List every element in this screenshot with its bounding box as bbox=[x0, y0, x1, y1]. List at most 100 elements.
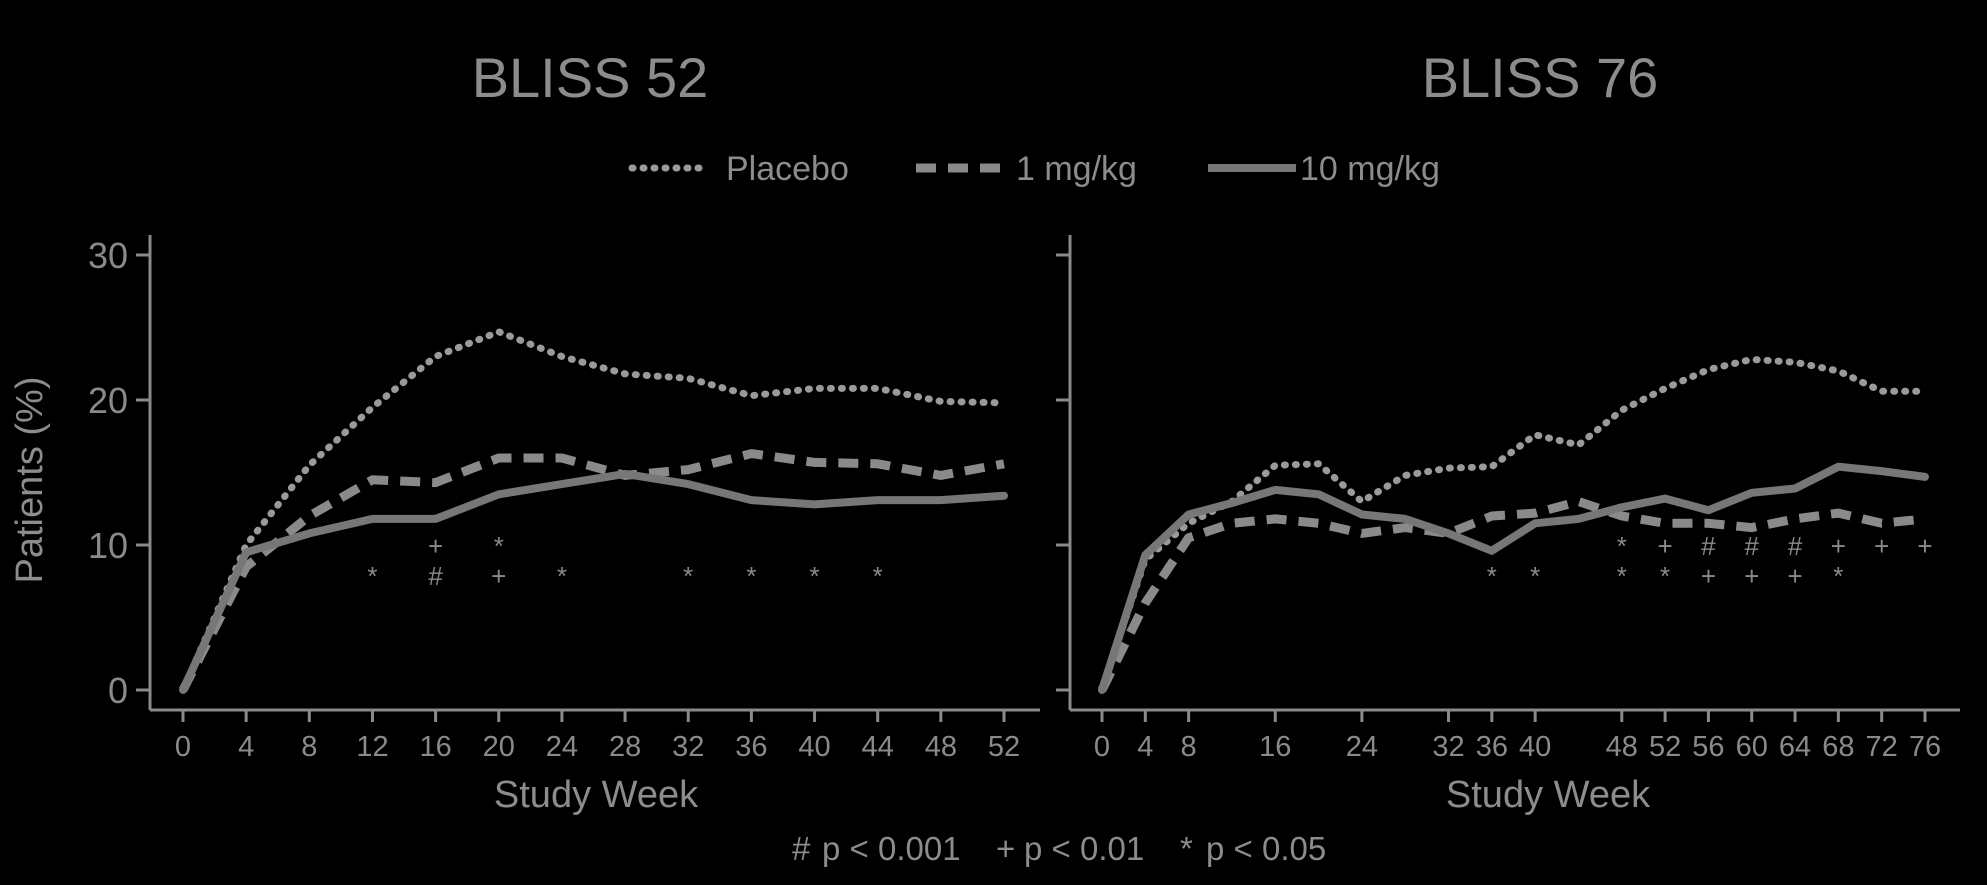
series-line-dose1 bbox=[1097, 497, 1926, 693]
data-point-dose10 bbox=[688, 484, 689, 485]
data-point-placebo bbox=[1795, 362, 1796, 363]
data-point-placebo bbox=[561, 356, 562, 357]
data-point-dose1 bbox=[814, 462, 815, 463]
data-point-dose1 bbox=[1491, 516, 1492, 517]
data-point-dose10 bbox=[1881, 471, 1882, 472]
significance-marker: + bbox=[1874, 531, 1889, 561]
data-point-dose10 bbox=[1448, 533, 1449, 534]
x-tick-label: 36 bbox=[735, 731, 767, 763]
significance-marker: # bbox=[1745, 531, 1760, 561]
x-tick-label: 48 bbox=[1606, 731, 1638, 763]
series-line-placebo bbox=[179, 328, 1008, 694]
data-point-placebo bbox=[1318, 463, 1319, 464]
legend-label-10mg: 10 mg/kg bbox=[1300, 150, 1440, 188]
data-point-placebo bbox=[309, 465, 310, 466]
data-point-dose10 bbox=[814, 504, 815, 505]
data-point-placebo bbox=[1751, 359, 1752, 360]
x-tick-label: 60 bbox=[1736, 731, 1768, 763]
significance-marker: * bbox=[494, 531, 504, 561]
data-point-dose10 bbox=[1708, 510, 1709, 511]
data-point-placebo bbox=[751, 395, 752, 396]
data-point-dose1 bbox=[1795, 518, 1796, 519]
data-point-dose1 bbox=[435, 482, 436, 483]
data-point-dose10 bbox=[183, 690, 184, 691]
data-point-placebo bbox=[372, 407, 373, 408]
significance-marker: + bbox=[1744, 561, 1759, 591]
data-point-dose10 bbox=[1925, 476, 1926, 477]
data-point-dose10 bbox=[1361, 514, 1362, 515]
data-point-dose1 bbox=[1881, 523, 1882, 524]
data-point-dose1 bbox=[877, 463, 878, 464]
data-point-dose1 bbox=[561, 458, 562, 459]
data-point-placebo bbox=[1578, 444, 1579, 445]
data-point-dose10 bbox=[1145, 555, 1146, 556]
data-point-placebo bbox=[1925, 391, 1926, 392]
significance-marker: + bbox=[428, 531, 443, 561]
footnote-text-star: p < 0.05 bbox=[1206, 830, 1326, 867]
significance-marker: * bbox=[367, 561, 377, 591]
data-point-dose10 bbox=[1102, 690, 1103, 691]
footnote-symbol-plus: + bbox=[996, 830, 1015, 867]
significance-marker: * bbox=[1617, 561, 1627, 591]
significance-marker: + bbox=[1917, 531, 1932, 561]
y-tick-label: 10 bbox=[88, 525, 128, 566]
data-point-dose10 bbox=[1405, 518, 1406, 519]
data-point-placebo bbox=[1361, 501, 1362, 502]
data-point-dose10 bbox=[1578, 518, 1579, 519]
x-tick-label: 44 bbox=[862, 731, 894, 763]
x-tick-label: 52 bbox=[1649, 731, 1681, 763]
footnote-text-plus: p < 0.01 bbox=[1024, 830, 1144, 867]
data-point-placebo bbox=[1881, 391, 1882, 392]
data-point-dose10 bbox=[246, 552, 247, 553]
significance-marker: * bbox=[1660, 561, 1670, 591]
legend: Placebo 1 mg/kg 10 mg/kg bbox=[628, 150, 1440, 188]
data-point-dose1 bbox=[1004, 463, 1005, 464]
x-tick-label: 64 bbox=[1779, 731, 1811, 763]
x-tick-label: 24 bbox=[1346, 731, 1378, 763]
data-point-dose1 bbox=[1578, 501, 1579, 502]
x-tick-label: 40 bbox=[798, 731, 830, 763]
x-axis-label-left: Study Week bbox=[494, 774, 699, 816]
footnote-symbol-hash: # bbox=[792, 830, 811, 867]
x-tick-label: 36 bbox=[1476, 731, 1508, 763]
significance-marker: + bbox=[491, 561, 506, 591]
significance-marker: # bbox=[1788, 531, 1803, 561]
data-point-dose10 bbox=[1535, 523, 1536, 524]
data-point-placebo bbox=[877, 388, 878, 389]
data-point-placebo bbox=[498, 331, 499, 332]
x-tick-label: 32 bbox=[1432, 731, 1464, 763]
data-point-dose1 bbox=[1275, 518, 1276, 519]
data-point-placebo bbox=[1491, 466, 1492, 467]
data-point-dose1 bbox=[1838, 513, 1839, 514]
significance-marker: * bbox=[557, 561, 567, 591]
significance-marker: * bbox=[1617, 531, 1627, 561]
data-point-placebo bbox=[688, 378, 689, 379]
significance-marker: + bbox=[1787, 561, 1802, 591]
data-point-dose1 bbox=[1751, 527, 1752, 528]
data-point-dose1 bbox=[1621, 516, 1622, 517]
data-point-dose1 bbox=[498, 458, 499, 459]
data-point-dose1 bbox=[372, 479, 373, 480]
y-tick-label: 20 bbox=[88, 380, 128, 421]
series-line-dose10 bbox=[1098, 462, 1929, 694]
data-point-dose10 bbox=[372, 518, 373, 519]
data-point-dose10 bbox=[751, 500, 752, 501]
data-point-dose1 bbox=[688, 469, 689, 470]
data-point-dose10 bbox=[1231, 502, 1232, 503]
significance-marker: * bbox=[1833, 561, 1843, 591]
significance-marker: * bbox=[746, 561, 756, 591]
series-line-dose1 bbox=[178, 449, 1005, 693]
x-tick-label: 8 bbox=[1181, 731, 1197, 763]
data-point-dose10 bbox=[1275, 489, 1276, 490]
data-point-dose10 bbox=[1751, 492, 1752, 493]
data-point-dose10 bbox=[940, 500, 941, 501]
data-point-placebo bbox=[1188, 523, 1189, 524]
data-point-dose10 bbox=[1838, 466, 1839, 467]
x-tick-label: 4 bbox=[238, 731, 254, 763]
data-point-placebo bbox=[246, 545, 247, 546]
data-point-dose10 bbox=[435, 518, 436, 519]
data-point-dose1 bbox=[1361, 533, 1362, 534]
data-point-placebo bbox=[1535, 434, 1536, 435]
x-tick-label: 52 bbox=[988, 731, 1020, 763]
